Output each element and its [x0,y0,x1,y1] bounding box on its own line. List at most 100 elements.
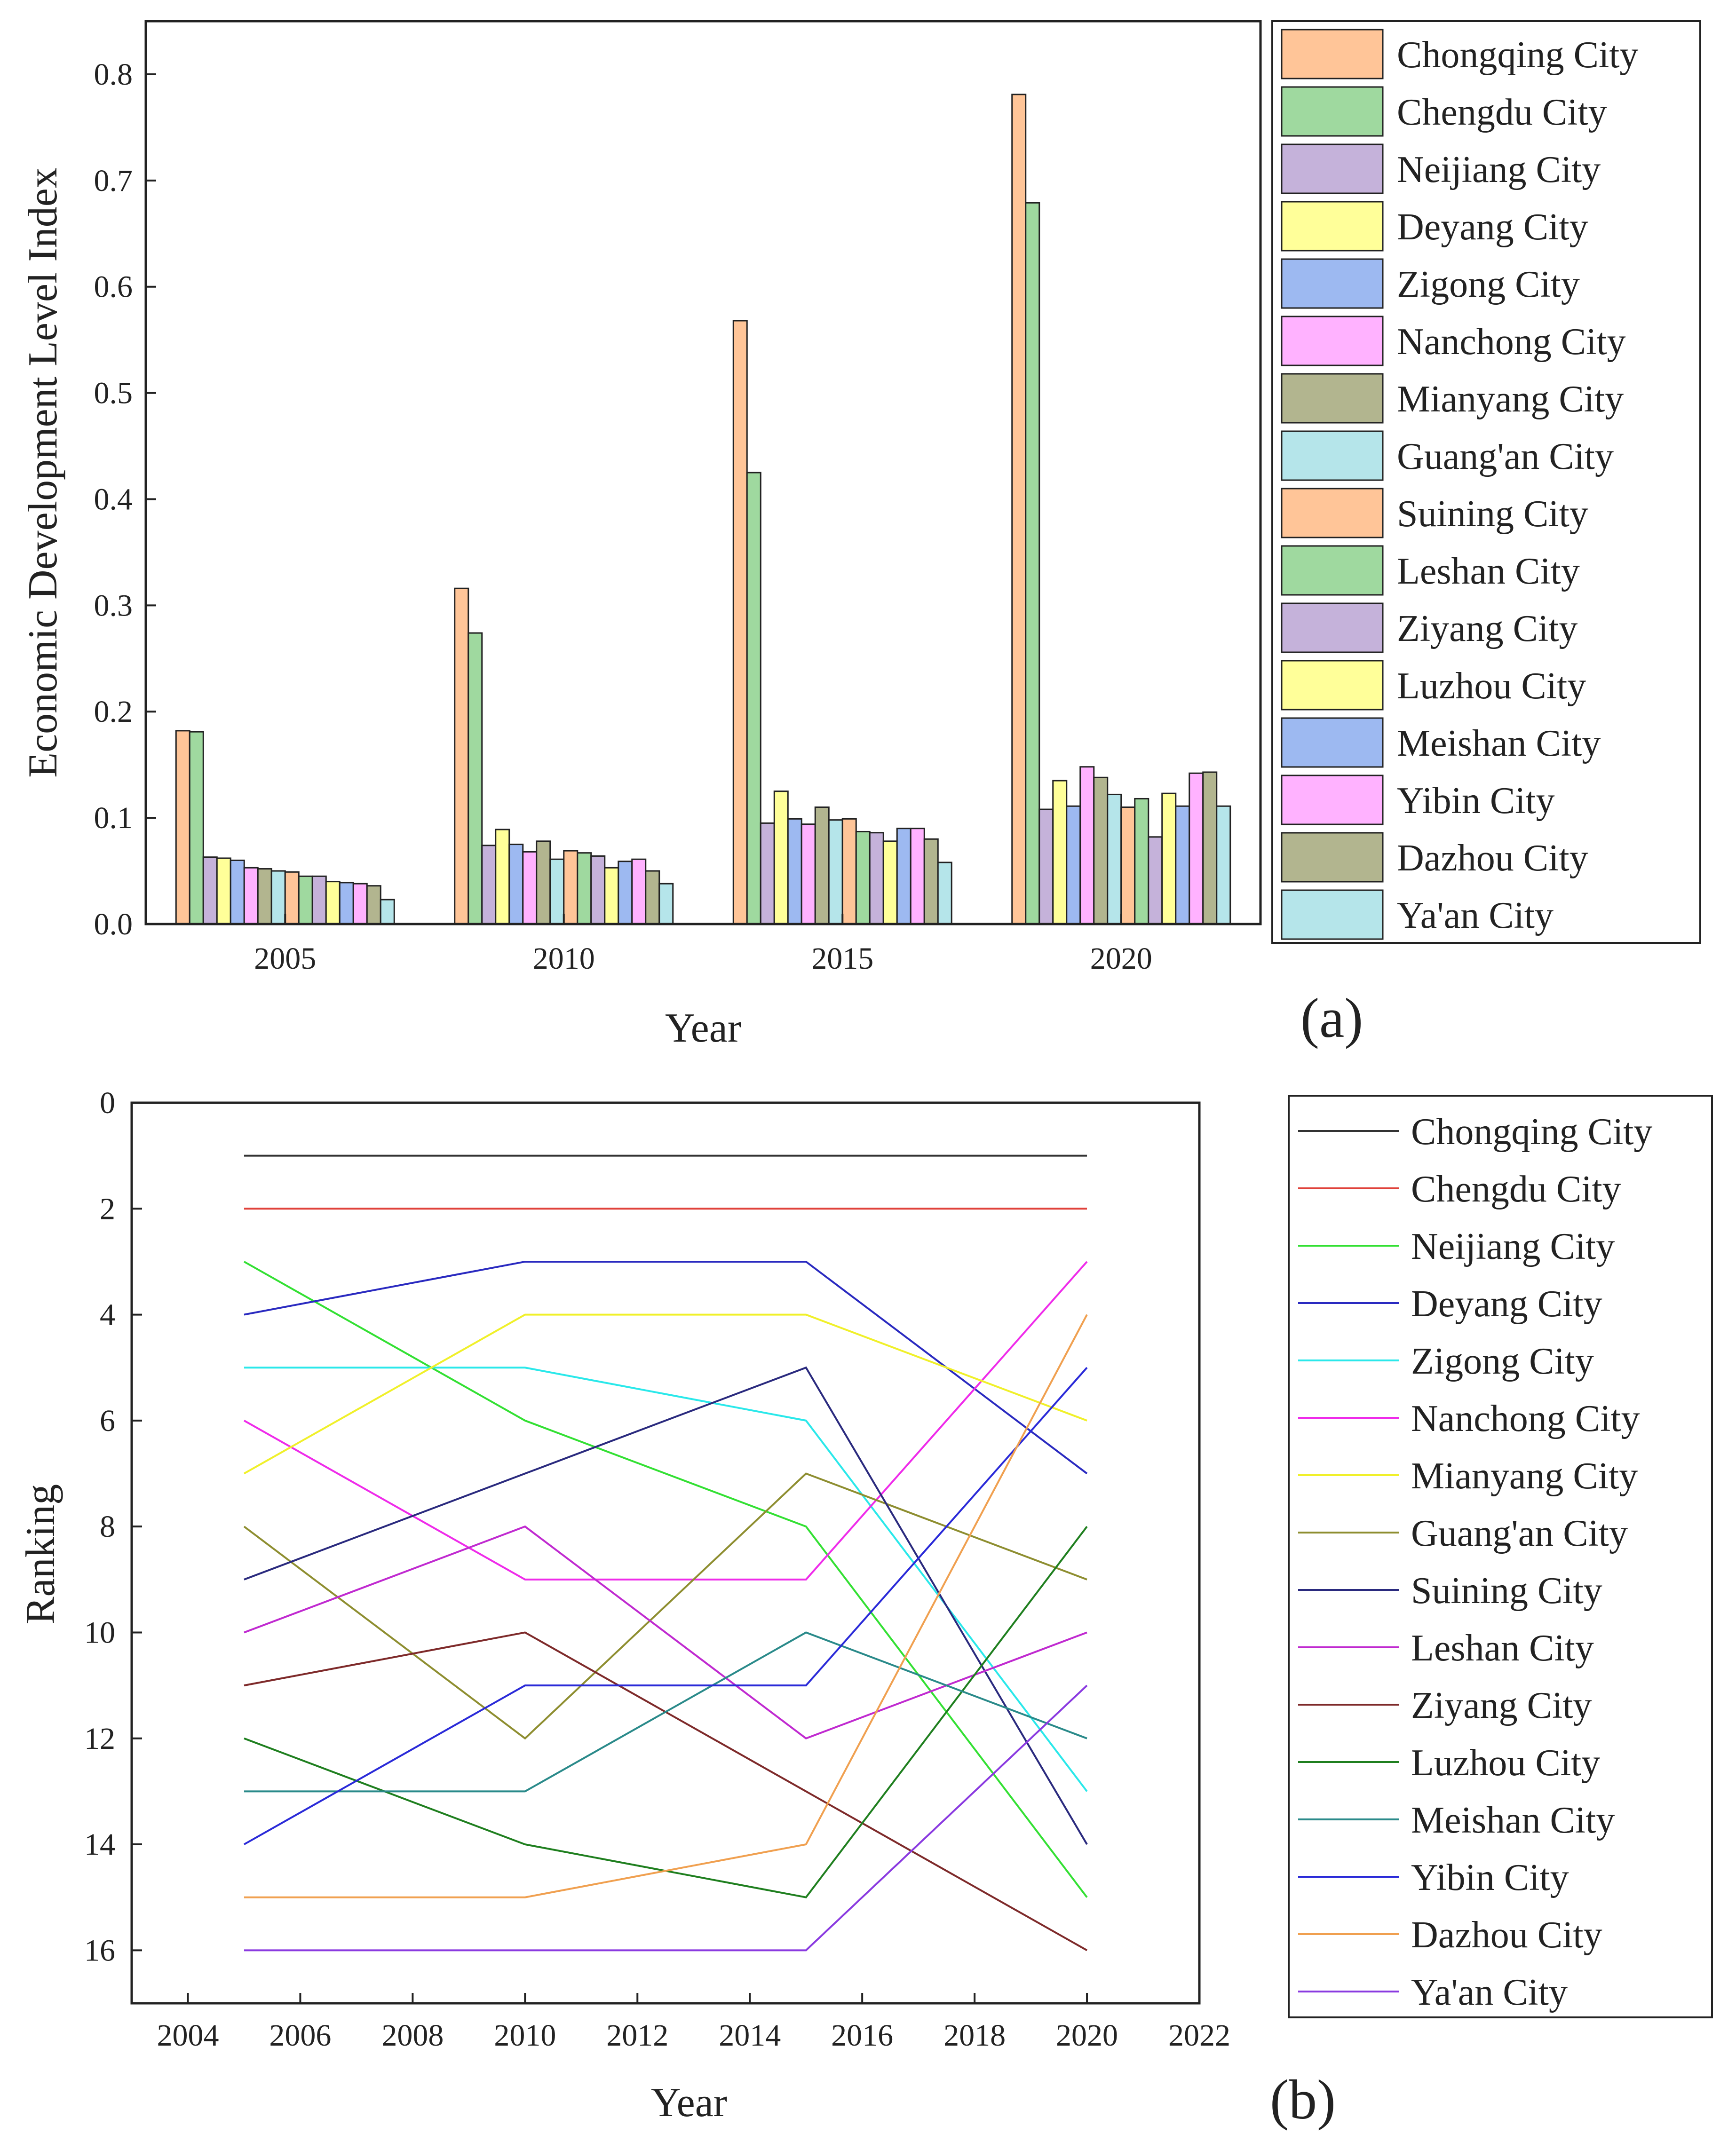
bar-guang-an-city-2005 [270,870,286,925]
legend-label-luzhou-city: Luzhou City [1397,665,1586,707]
legend-label-mianyang-city: Mianyang City [1411,1455,1638,1497]
bar-luzhou-city-2020 [1161,792,1177,925]
bar-chart-y-axis: 0.0 0.1 0.2 0.3 0.4 0.5 0.6 0.7 0.8 [94,57,156,941]
legend-swatch-suining-city [1281,488,1384,538]
y-tick-label: 0.4 [94,482,133,516]
y-tick-label: 4 [100,1298,115,1332]
bar-mianyang-city-2015 [814,806,830,925]
legend-label-nanchong-city: Nanchong City [1411,1398,1640,1439]
y-tick-label: 0.0 [94,907,133,941]
line-chart-y-axis: 0 2 4 6 8 10 12 14 16 [84,1086,142,1968]
legend-swatch-zigong-city [1281,258,1384,309]
line-chart-x-axis-label: Year [651,2080,727,2126]
x-tick-label: 2010 [494,2018,556,2053]
legend-swatch-leshan-city [1281,545,1384,596]
bar-neijiang-city-2010 [481,845,497,925]
legend-swatch-guang-an-city [1281,430,1384,481]
line-yibin-city [243,1367,1088,1845]
bar-chongqing-city-2020 [1011,94,1027,925]
bar-chart-plot-frame [144,20,1262,925]
bar-nanchong-city-2010 [522,851,538,925]
bar-chart-y-axis-label: Economic Development Level Index [20,167,66,778]
line-suining-city [244,1366,1088,1845]
bar-dazhou-city-2020 [1202,771,1218,925]
legend-label-yibin-city: Yibin City [1397,780,1555,822]
line-dazhou-city [244,1314,1088,1898]
legend-label-mianyang-city: Mianyang City [1397,379,1624,420]
y-tick-label: 6 [100,1404,115,1438]
bar-chart-bars [175,94,1231,925]
bar-deyang-city-2015 [773,790,789,925]
y-tick-label: 0.6 [94,270,133,304]
legend-label-zigong-city: Zigong City [1397,264,1580,305]
legend-label-ya-an-city: Ya'an City [1397,895,1554,936]
legend-swatch-ya-an-city [1281,889,1384,940]
x-tick-label: 2016 [831,2018,893,2053]
legend-label-ziyang-city: Ziyang City [1397,608,1577,649]
bar-leshan-city-2005 [298,875,313,925]
bar-zigong-city-2020 [1066,805,1081,925]
legend-swatch-yibin-city [1281,775,1384,825]
bar-mianyang-city-2005 [257,868,272,925]
bar-ya-an-city-2010 [658,883,674,925]
legend-label-suining-city: Suining City [1397,493,1588,535]
bar-luzhou-city-2005 [325,881,341,925]
y-tick-label: 12 [84,1722,115,1756]
bar-guang-an-city-2020 [1107,793,1122,925]
y-tick-label: 2 [100,1192,115,1226]
line-nanchong-city [243,1261,1088,1581]
line-chart-lines [243,1154,1088,1952]
bar-chongqing-city-2010 [454,587,469,925]
legend-label-luzhou-city: Luzhou City [1411,1742,1600,1784]
y-tick-label: 8 [100,1510,115,1544]
legend-label-nanchong-city: Nanchong City [1397,321,1626,363]
legend-label-neijiang-city: Neijiang City [1411,1226,1615,1267]
panel-b-label: (b) [1270,2068,1336,2131]
y-tick-label: 16 [84,1933,115,1968]
bar-neijiang-city-2005 [202,856,218,925]
bar-suining-city-2015 [841,818,857,925]
legend-label-chengdu-city: Chengdu City [1411,1169,1621,1210]
x-tick-label: 2012 [606,2018,668,2053]
x-tick-label: 2004 [157,2018,219,2053]
bar-mianyang-city-2020 [1093,776,1109,925]
bar-guang-an-city-2010 [549,858,565,925]
bar-chart-legend-items: Chongqing City Chengdu City Neijiang City D… [1281,29,1638,940]
bar-yibin-city-2015 [910,828,925,925]
bar-zigong-city-2015 [787,818,802,925]
bar-suining-city-2005 [284,871,300,925]
bar-leshan-city-2010 [577,852,592,925]
legend-label-leshan-city: Leshan City [1411,1628,1594,1669]
line-mianyang-city [243,1313,1087,1475]
bar-zigong-city-2010 [508,844,524,925]
bar-dazhou-city-2005 [366,885,381,925]
bar-leshan-city-2020 [1134,798,1149,925]
x-tick-label: 2010 [533,941,595,976]
bar-nanchong-city-2005 [243,867,259,925]
line-meishan-city [244,1631,1087,1793]
line-ya-an-city [244,1684,1088,1952]
legend-label-meishan-city: Meishan City [1411,1800,1615,1841]
legend-label-deyang-city: Deyang City [1411,1283,1602,1325]
x-tick-label: 2018 [943,2018,1006,2053]
legend-label-ya-an-city: Ya'an City [1411,1972,1568,2013]
panel-a-label: (a) [1300,987,1363,1049]
legend-label-chengdu-city: Chengdu City [1397,92,1607,133]
legend-swatch-chongqing-city [1281,29,1384,79]
bar-leshan-city-2015 [855,830,871,925]
y-tick-label: 0.8 [94,57,133,92]
bar-mianyang-city-2010 [536,840,551,925]
bar-chengdu-city-2005 [189,731,204,925]
line-chart-x-axis: 2004 2006 2008 2010 2012 2014 2016 2018 2020 2022 [157,1993,1230,2053]
bar-luzhou-city-2010 [604,867,619,925]
x-tick-label: 2006 [269,2018,331,2053]
y-tick-label: 0.7 [94,164,133,198]
bar-suining-city-2010 [563,850,579,925]
y-tick-label: 14 [84,1827,115,1862]
legend-label-ziyang-city: Ziyang City [1411,1685,1592,1726]
line-chart-y-axis-label: Ranking [18,1484,63,1624]
bar-ziyang-city-2015 [869,832,884,925]
legend-swatch-mianyang-city [1281,373,1384,424]
y-tick-label: 0.5 [94,376,133,411]
